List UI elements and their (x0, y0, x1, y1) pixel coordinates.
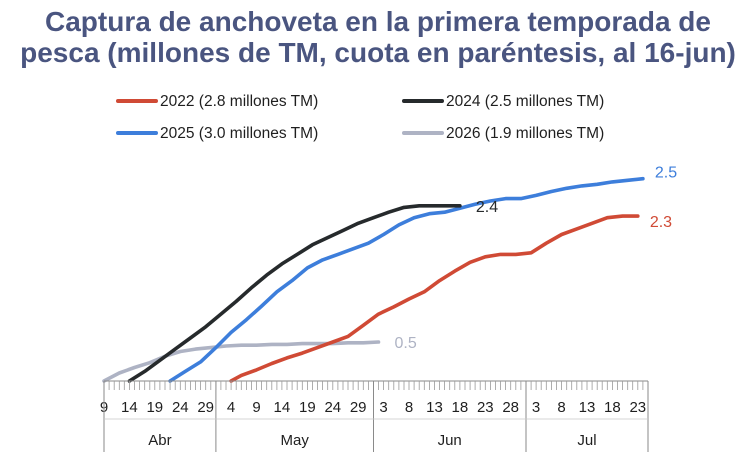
month-label-1: May (281, 432, 310, 449)
series-line-1 (127, 204, 462, 383)
series-end-label-3: 0.5 (395, 335, 417, 352)
series-line-0 (229, 214, 640, 383)
legend-label-2: 2025 (3.0 millones TM) (160, 125, 318, 142)
x-tick-label: 3 (532, 399, 540, 416)
x-tick-label: 19 (299, 399, 316, 416)
x-tick-label: 24 (172, 399, 189, 416)
x-tick-label: 19 (146, 399, 163, 416)
x-tick-label: 24 (324, 399, 341, 416)
month-label-2: Jun (438, 432, 462, 449)
x-tick-label: 8 (557, 399, 565, 416)
month-label-3: Jul (577, 432, 596, 449)
x-tick-label: 23 (629, 399, 646, 416)
chart-title: Captura de anchoveta en la primera tempo… (0, 6, 756, 68)
x-tick-label: 4 (227, 399, 235, 416)
legend: 2022 (2.8 millones TM) 2024 (2.5 millones… (116, 93, 604, 142)
x-tick-label: 9 (252, 399, 260, 416)
x-tick-label: 14 (121, 399, 138, 416)
x-tick-label: 28 (502, 399, 519, 416)
legend-label-1: 2024 (2.5 millones TM) (446, 93, 604, 110)
chart-title-line-1: Captura de anchoveta en la primera tempo… (45, 6, 711, 37)
series-end-label-2: 2.5 (655, 165, 677, 182)
series-end-label-1: 2.4 (476, 199, 498, 216)
series-end-labels: 2.3 2.4 2.5 0.5 (395, 165, 678, 352)
legend-label-0: 2022 (2.8 millones TM) (160, 93, 318, 110)
x-tick-label: 29 (197, 399, 214, 416)
month-label-0: Abr (148, 432, 171, 449)
series-line-2 (168, 176, 645, 383)
x-tick-label: 13 (426, 399, 443, 416)
chart-title-line-2: pesca (millones de TM, cuota en paréntes… (20, 37, 736, 68)
series-end-label-0: 2.3 (650, 214, 672, 231)
x-tick-label: 29 (350, 399, 367, 416)
x-tick-label: 23 (477, 399, 494, 416)
x-tick-label: 13 (579, 399, 596, 416)
x-tick-label: 8 (405, 399, 413, 416)
x-tick-label: 3 (379, 399, 387, 416)
x-tick-label: 14 (274, 399, 291, 416)
x-tick-label: 18 (604, 399, 621, 416)
x-axis: 9 14 19 24 29 4 9 14 19 24 29 3 8 13 18 23 28 3 8 13 18 23Abr… (100, 380, 649, 452)
x-tick-label: 18 (452, 399, 469, 416)
series-lines (102, 176, 645, 383)
legend-label-3: 2026 (1.9 millones TM) (446, 125, 604, 142)
